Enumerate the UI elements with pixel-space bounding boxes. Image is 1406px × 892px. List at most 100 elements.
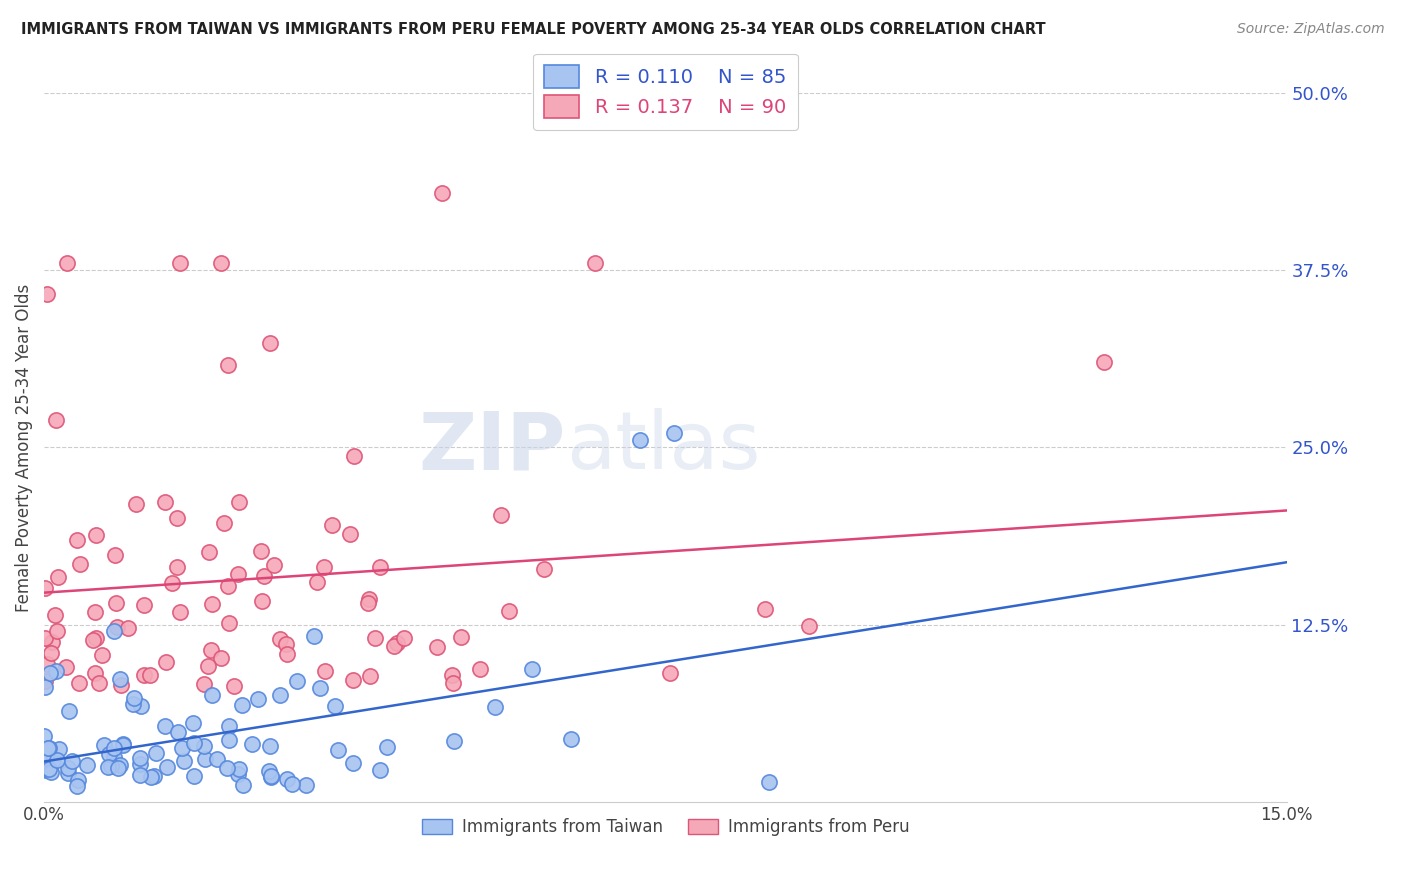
Point [66,779,89,793]
Y-axis label: Female Poverty Among 25-34 Year Olds: Female Poverty Among 25-34 Year Olds [15,284,32,612]
Point [155,655,177,669]
Point [83,665,105,680]
Point [104,548,127,562]
Point [41,635,63,649]
Point [134,598,156,612]
Point [232,778,254,792]
Point [321,518,343,533]
Text: ZIP: ZIP [419,409,567,486]
Point [166,511,188,525]
Point [193,677,215,691]
Point [96,760,118,774]
Point [1092,355,1115,369]
Point [35,763,58,777]
Point [169,605,191,619]
Point [58,766,80,780]
Point [35,657,58,672]
Point [285,673,308,688]
Point [209,256,232,270]
Point [38,762,60,776]
Point [276,637,298,651]
Point [169,256,191,270]
Point [375,739,398,754]
Point [183,736,205,750]
Point [250,544,273,558]
Point [42,753,65,767]
Point [430,186,453,200]
Point [45,753,67,767]
Point [167,725,190,739]
Point [231,698,253,712]
Text: atlas: atlas [567,409,761,486]
Point [112,739,135,753]
Point [222,680,245,694]
Point [87,676,110,690]
Point [198,545,221,559]
Point [339,526,361,541]
Point [108,672,131,686]
Text: IMMIGRANTS FROM TAIWAN VS IMMIGRANTS FROM PERU FEMALE POVERTY AMONG 25-34 YEAR O: IMMIGRANTS FROM TAIWAN VS IMMIGRANTS FRO… [21,22,1046,37]
Point [38,740,60,755]
Point [498,604,520,618]
Point [58,704,80,718]
Point [105,620,128,634]
Point [66,533,89,548]
Point [34,581,56,595]
Point [129,750,152,764]
Point [440,667,463,681]
Point [132,667,155,681]
Point [48,742,70,756]
Point [207,752,229,766]
Point [103,741,125,756]
Point [34,729,56,743]
Point [155,495,177,509]
Point [55,659,77,673]
Point [328,743,350,757]
Point [357,595,380,609]
Point [228,495,250,509]
Point [197,659,219,673]
Point [153,719,176,733]
Point [122,690,145,705]
Point [630,434,652,448]
Point [104,596,127,610]
Point [45,413,67,427]
Point [56,761,79,775]
Point [269,688,291,702]
Point [392,631,415,645]
Legend: Immigrants from Taiwan, Immigrants from Peru: Immigrants from Taiwan, Immigrants from … [415,812,915,843]
Point [69,557,91,571]
Text: Source: ZipAtlas.com: Source: ZipAtlas.com [1237,22,1385,37]
Point [122,697,145,711]
Point [522,663,544,677]
Point [560,731,582,746]
Point [314,664,336,678]
Point [129,757,152,772]
Point [129,698,152,713]
Point [489,508,512,522]
Point [263,558,285,572]
Point [758,774,780,789]
Point [212,516,235,531]
Point [368,560,391,574]
Point [662,426,685,441]
Point [60,754,83,768]
Point [468,662,491,676]
Point [259,764,281,778]
Point [259,739,281,753]
Point [44,608,66,623]
Point [194,752,217,766]
Point [797,619,820,633]
Point [364,632,387,646]
Point [141,770,163,784]
Point [110,678,132,692]
Point [34,680,56,694]
Point [110,758,132,772]
Point [138,668,160,682]
Point [46,624,69,639]
Point [103,624,125,638]
Point [46,570,69,584]
Point [156,760,179,774]
Point [193,739,215,753]
Point [343,449,366,463]
